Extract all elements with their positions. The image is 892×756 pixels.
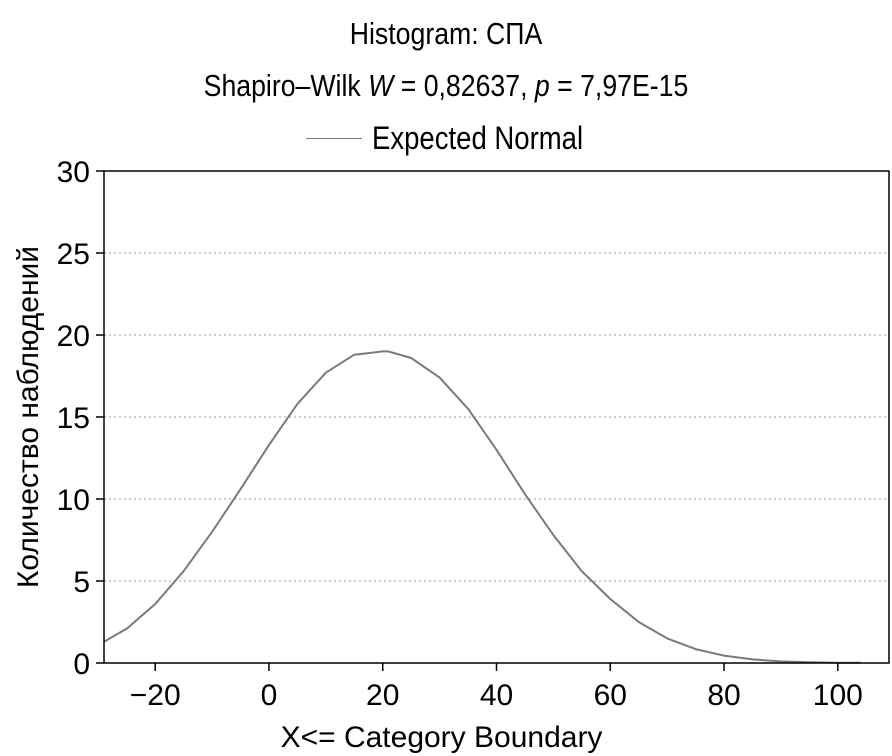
x-tick-label: 60 [594,679,627,712]
y-axis-title: Количество наблюдений [12,246,45,588]
subtitle-p-symbol: p [534,68,550,103]
x-axis-title: X<= Category Boundary [281,721,603,754]
legend-swatch-expected-normal [306,137,362,139]
x-tick-label: −20 [130,679,181,712]
y-axis: 0 5 10 15 20 25 30 [57,156,104,681]
subtitle-w-value: = 0,82637, [393,68,535,103]
legend-label-expected-normal: Expected Normal [372,119,584,156]
series-layer [103,350,861,664]
x-tick-label: 100 [813,679,863,712]
plot-frame [103,170,890,664]
x-axis: −20 0 20 40 60 80 100 [130,663,863,712]
subtitle-test-name: Shapiro–Wilk [203,68,369,103]
subtitle-w-symbol: W [368,68,394,103]
legend: Expected Normal [306,118,617,158]
y-tick-label: 25 [57,238,90,271]
y-tick-label: 0 [73,648,90,681]
x-tick-label: 0 [261,679,278,712]
y-tick-label: 20 [57,320,90,353]
subtitle-p-value: = 7,97E-15 [549,68,689,103]
y-tick-label: 10 [57,484,90,517]
y-tick-label: 15 [57,402,90,435]
chart-title: Histogram: СПА [349,16,543,51]
y-tick-label: 5 [73,566,90,599]
x-tick-label: 80 [707,679,740,712]
chart-subtitle: Shapiro–Wilk W = 0,82637, p = 7,97E-15 [62,68,829,104]
x-tick-label: 20 [366,679,399,712]
series-line-expected-normal [103,350,861,664]
grid-lines [104,252,889,582]
x-tick-label: 40 [480,679,513,712]
y-tick-label: 30 [57,156,90,189]
